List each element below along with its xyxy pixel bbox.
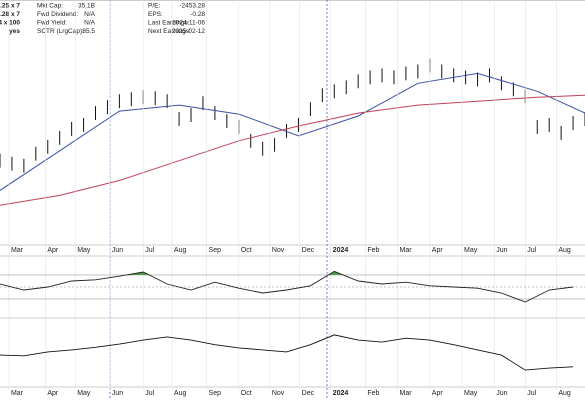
moving-average [0, 94, 585, 206]
x-tick-label: Feb [367, 247, 379, 254]
indicator-line [0, 270, 574, 303]
info-text: N/A [84, 20, 96, 27]
x-tick-label: Jun [112, 390, 123, 397]
x-tick-label: 2024 [333, 390, 349, 397]
x-tick-label: Nov [272, 390, 285, 397]
x-tick-label: Apr [432, 247, 444, 254]
x-tick-label: May [464, 390, 478, 397]
info-text: EPS: [148, 11, 163, 18]
info-text: 2025-02-12 [172, 28, 206, 35]
x-tick-label: Oct [241, 247, 252, 254]
x-tick-label: May [464, 247, 478, 254]
info-text: 35.1B [78, 3, 95, 10]
x-tick-label: Nov [272, 247, 285, 254]
info-text: -2453.28 [179, 3, 205, 10]
moving-average [0, 72, 585, 191]
x-tick-label: Aug [558, 247, 571, 254]
x-tick-label: Mar [11, 247, 24, 254]
x-tick-label: Mar [400, 247, 413, 254]
info-text: 85.5 [82, 28, 95, 35]
indicator-line [0, 334, 574, 371]
x-tick-label: Jun [496, 247, 507, 254]
x-tick-label: Sep [209, 390, 222, 397]
x-tick-label: Apr [432, 390, 444, 397]
x-tick-label: Sep [209, 247, 222, 254]
x-tick-label: Aug [174, 390, 187, 397]
info-text: 2024-11-06 [172, 20, 205, 27]
x-tick-label: Jul [145, 247, 154, 254]
x-tick-label: Jul [527, 247, 536, 254]
info-text: -0.28 [190, 11, 205, 18]
x-tick-label: Apr [47, 247, 59, 254]
info-text: Last Earnings: [148, 20, 190, 27]
info-text: 4 x 100 [0, 20, 20, 27]
info-text: .28 x 7 [0, 11, 20, 18]
x-tick-label: Feb [367, 390, 379, 397]
x-tick-label: Aug [558, 390, 571, 397]
info-text: Fwd Yield: [37, 20, 67, 27]
x-tick-label: 2024 [333, 247, 349, 254]
x-tick-label: Apr [47, 390, 59, 397]
x-tick-label: Aug [174, 247, 187, 254]
x-tick-label: May [77, 390, 91, 397]
info-text: N/A [84, 11, 96, 18]
x-tick-label: Jul [527, 390, 536, 397]
x-tick-label: May [77, 247, 91, 254]
info-text: Fwd Dividend: [37, 11, 78, 18]
x-tick-label: Jul [145, 390, 154, 397]
panel-frames [0, 0, 585, 388]
info-text: P/E: [148, 3, 160, 10]
x-tick-label: Jun [496, 390, 507, 397]
x-tick-label: Mar [400, 390, 413, 397]
x-tick-label: Mar [11, 390, 24, 397]
x-tick-label: Jun [112, 247, 123, 254]
info-text: Mkt Cap: [37, 3, 63, 10]
info-header: .25 x 7 Mkt Cap: 35.1B P/E: -2453.28 .28 x 7 F… [0, 3, 205, 36]
x-tick-label: Oct [241, 390, 252, 397]
x-tick-label: Dec [302, 247, 315, 254]
info-text: yes [9, 28, 20, 35]
info-text: Next Earnings: [148, 28, 191, 35]
info-text: SCTR (LrgCap): [37, 28, 84, 35]
x-tick-label: Dec [302, 390, 315, 397]
info-text: .25 x 7 [0, 3, 20, 10]
